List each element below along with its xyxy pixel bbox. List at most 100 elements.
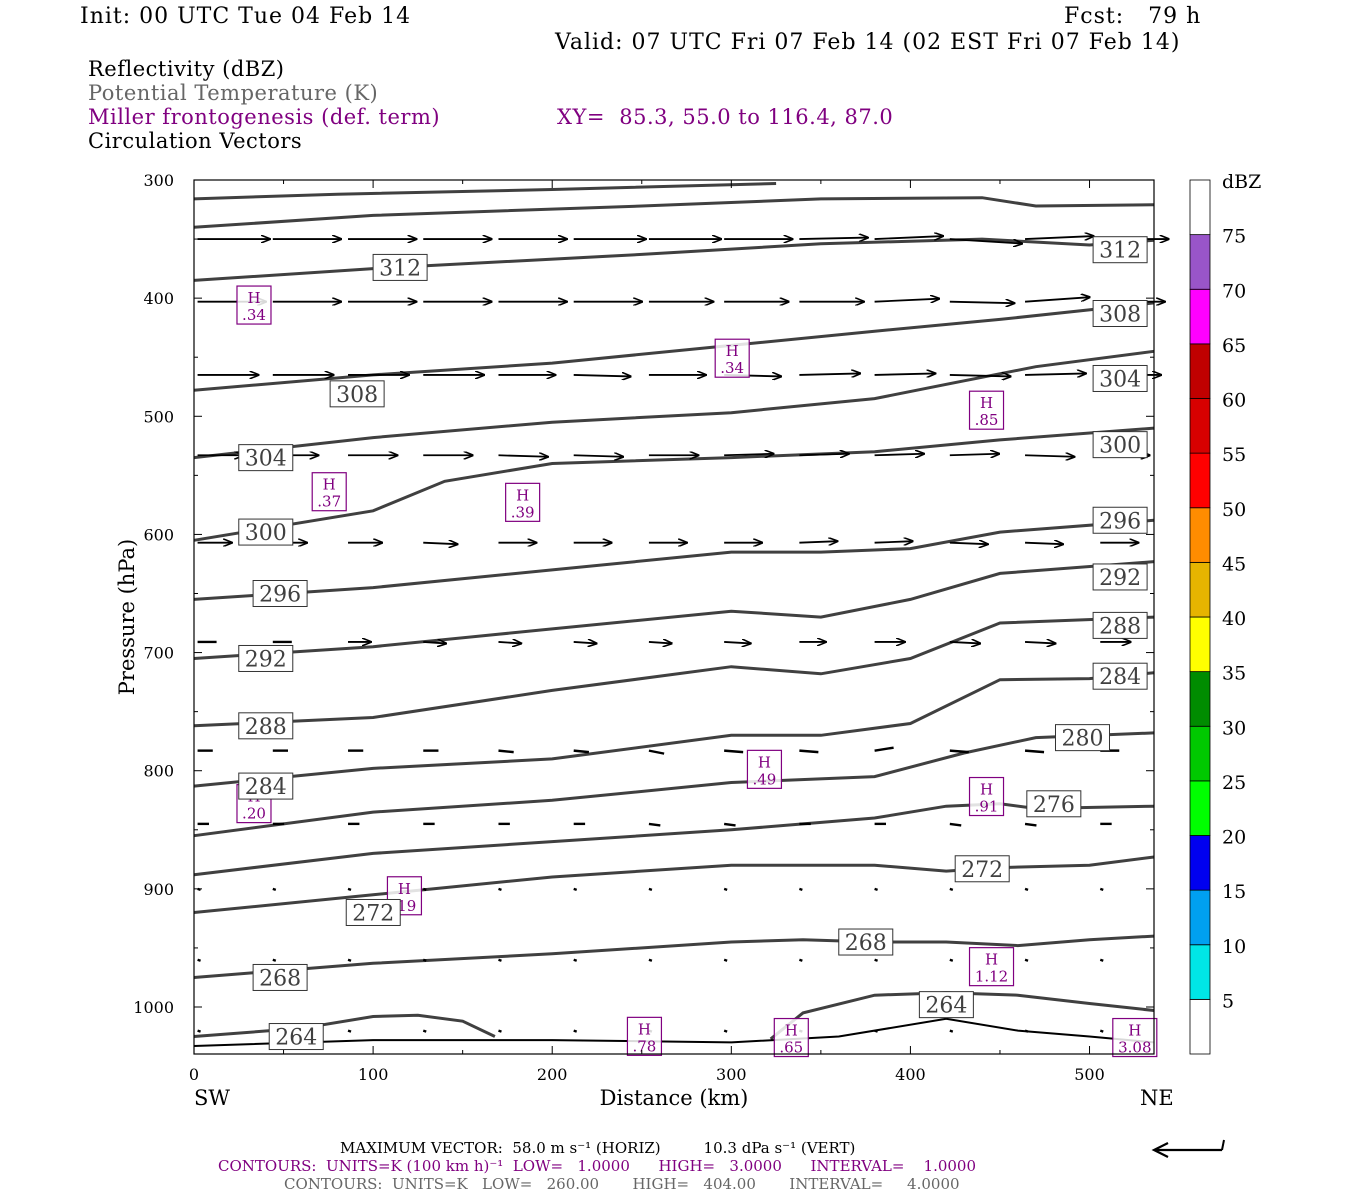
theta-label-box — [838, 928, 894, 956]
x-tick-label: 0 — [189, 1065, 199, 1084]
circulation-vector — [949, 1029, 954, 1033]
circulation-vector — [272, 958, 277, 962]
theta-label: 272 — [961, 858, 1003, 883]
theta-label-box — [918, 991, 974, 1019]
colorbar-bin — [1189, 179, 1211, 236]
theta-label-box — [1092, 431, 1148, 459]
circulation-vector — [874, 299, 940, 302]
colorbar-label: 40 — [1222, 608, 1246, 630]
circulation-vector — [422, 887, 427, 891]
circulation-vector — [422, 958, 427, 962]
theta-contour — [193, 182, 777, 201]
theta-label: 280 — [1061, 727, 1103, 752]
circulation-vector — [949, 642, 980, 644]
circulation-vector — [799, 541, 837, 543]
colorbar-label: 75 — [1222, 226, 1246, 248]
theta-label-box — [238, 518, 294, 546]
theta-label-box — [252, 580, 308, 607]
theta-label-box — [238, 644, 294, 672]
y-tick-label: 600 — [143, 525, 174, 544]
colorbar-bin — [1189, 288, 1211, 345]
theta-label: 300 — [1099, 434, 1141, 459]
frontogenesis-max-label: H — [785, 1022, 798, 1040]
theta-label: 296 — [259, 583, 301, 608]
colorbar-bin — [1189, 944, 1211, 1000]
theta-label-box — [238, 712, 294, 740]
colorbar-bin — [1189, 616, 1211, 673]
circulation-vector — [498, 958, 502, 962]
frontogenesis-max-value: .34 — [242, 306, 266, 324]
frontogenesis-max-box — [773, 1017, 809, 1058]
circulation-vector — [1025, 543, 1063, 545]
circulation-vector — [272, 887, 277, 891]
circulation-vector — [1025, 236, 1093, 239]
theta-label-box — [1092, 506, 1148, 534]
cross-section-endpoints: XY= 85.3, 55.0 to 116.4, 87.0 — [557, 105, 894, 129]
colorbar-label: 25 — [1222, 772, 1246, 794]
valid-time: Valid: 07 UTC Fri 07 Feb 14 (02 EST Fri … — [555, 30, 1181, 55]
circulation-vector — [949, 822, 962, 827]
colorbar-label: 10 — [1222, 936, 1246, 958]
circulation-vector — [498, 1029, 502, 1033]
circulation-vector — [799, 749, 819, 754]
field-reflectivity: Reflectivity (dBZ) — [88, 57, 285, 81]
x-tick-label: 200 — [537, 1065, 568, 1084]
circulation-vector — [799, 454, 848, 456]
colorbar-bin — [1189, 889, 1211, 946]
circulation-vector — [1099, 887, 1104, 891]
sw-label: SW — [194, 1086, 230, 1110]
circulation-vector — [1024, 297, 1090, 303]
circulation-vector — [874, 373, 936, 375]
circulation-vector — [1024, 749, 1045, 754]
theta-contour — [193, 560, 1155, 660]
frontogenesis-max-label: H — [985, 951, 998, 969]
theta-label-box — [1092, 611, 1148, 639]
circulation-vector — [347, 887, 352, 891]
theta-contour — [193, 1013, 496, 1038]
theta-contour — [193, 802, 1155, 877]
colorbar-bin — [1189, 343, 1211, 399]
frontogenesis-max-label: H — [980, 394, 993, 412]
circulation-vector — [1099, 1029, 1104, 1033]
circulation-vector — [949, 302, 1015, 304]
circulation-vector — [573, 958, 578, 962]
forecast-hour: Fcst: 79 h — [1064, 4, 1202, 29]
x-tick-label: 500 — [1074, 1065, 1105, 1084]
plot-frame — [193, 179, 1155, 1055]
circulation-vector — [573, 749, 590, 754]
circulation-vector — [1025, 642, 1055, 644]
y-tick-label: 1000 — [133, 998, 174, 1017]
circulation-vector — [498, 455, 547, 457]
circulation-vector — [1024, 887, 1029, 891]
y-tick-label: 900 — [143, 880, 174, 899]
circulation-vector — [498, 887, 502, 891]
theta-label: 292 — [245, 647, 287, 672]
theta-label-box — [329, 380, 385, 408]
theta-label: 304 — [1099, 367, 1141, 392]
theta-contour — [193, 855, 1155, 914]
theta-label: 296 — [1099, 509, 1141, 534]
frontogenesis-max-value: .85 — [975, 411, 999, 429]
circulation-vector — [949, 238, 1022, 244]
frontogenesis-max-box — [236, 285, 272, 325]
frontogenesis-max-box — [968, 390, 1005, 430]
theta-label-box — [1054, 724, 1110, 752]
circulation-vector — [874, 236, 943, 239]
reference-vector — [1151, 1139, 1225, 1158]
circulation-vector — [648, 887, 653, 891]
circulation-vector — [648, 642, 672, 644]
colorbar-bin — [1189, 561, 1211, 618]
frontogenesis-max-value: .34 — [720, 359, 744, 377]
theta-label: 284 — [1099, 665, 1141, 690]
colorbar-bin — [1189, 780, 1211, 836]
frontogenesis-max-label: H — [726, 342, 739, 360]
colorbar-label: 70 — [1222, 280, 1246, 302]
circulation-vector — [874, 958, 878, 962]
theta-label: 284 — [245, 775, 287, 800]
circulation-vector — [874, 454, 924, 456]
theta-label-box — [345, 898, 401, 926]
circulation-vector — [874, 1029, 878, 1033]
theta-label: 264 — [925, 994, 967, 1019]
circulation-vector — [874, 887, 878, 891]
